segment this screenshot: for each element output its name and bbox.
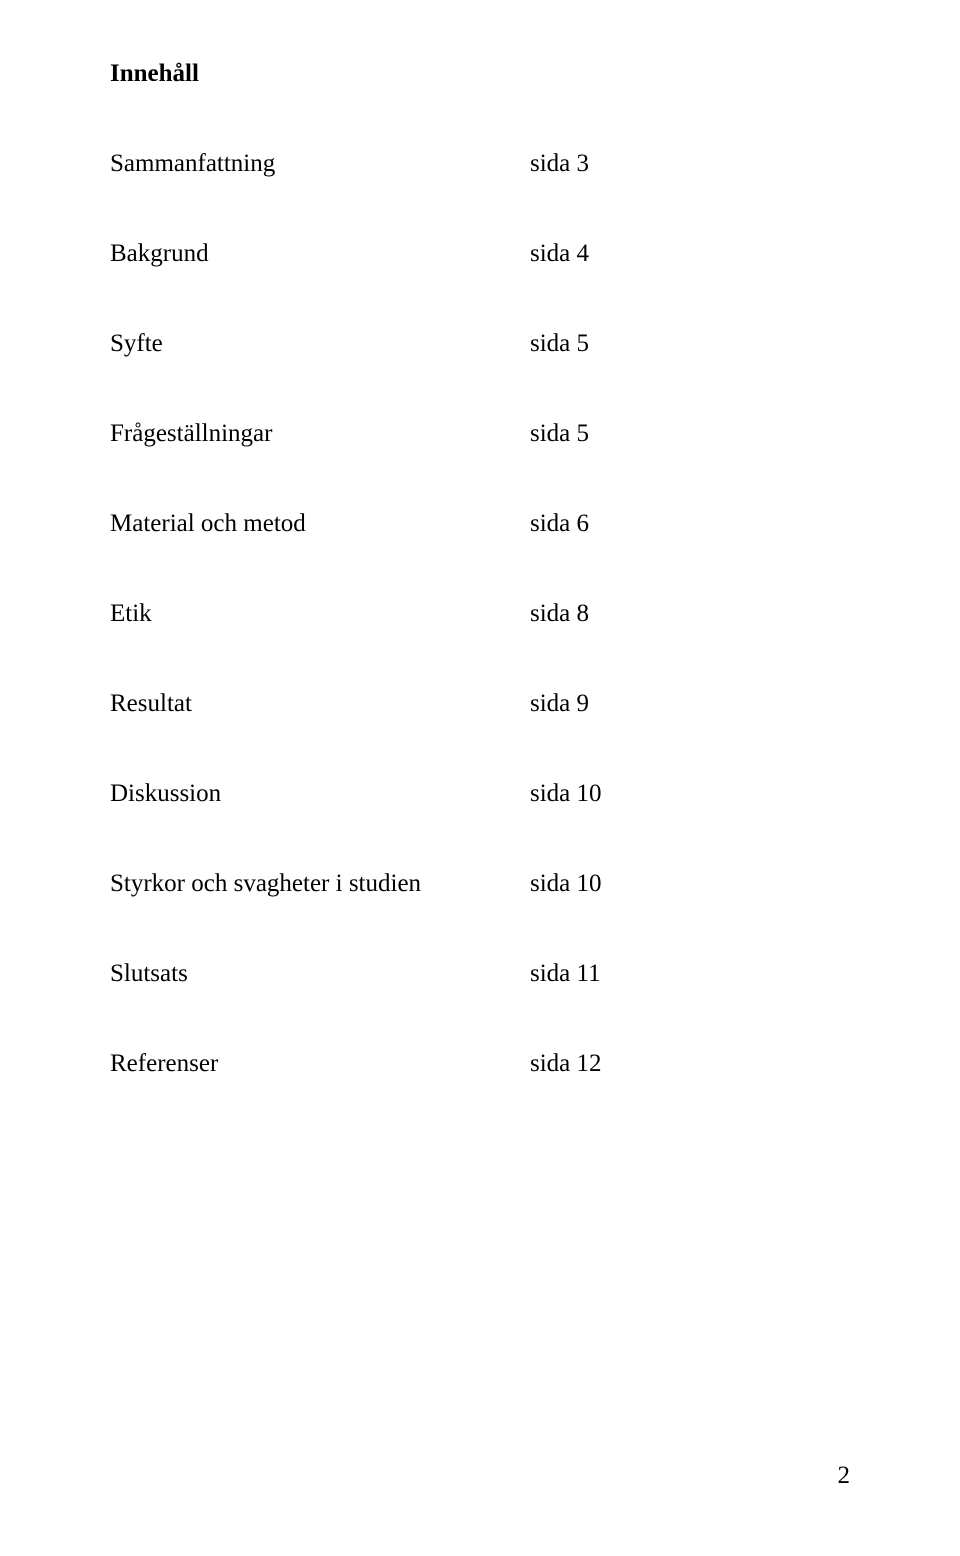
toc-row: Styrkor och svagheter i studien sida 10	[110, 870, 850, 898]
document-page: Innehåll Sammanfattning sida 3 Bakgrund …	[0, 0, 960, 1556]
page-number: 2	[838, 1462, 851, 1490]
toc-page: sida 10	[530, 870, 602, 898]
toc-row: Sammanfattning sida 3	[110, 150, 850, 178]
toc-page: sida 4	[530, 240, 589, 268]
toc-row: Syfte sida 5	[110, 330, 850, 358]
toc-label: Sammanfattning	[110, 150, 530, 178]
toc-label: Referenser	[110, 1050, 530, 1078]
toc-page: sida 5	[530, 420, 589, 448]
toc-page: sida 6	[530, 510, 589, 538]
toc-row: Material och metod sida 6	[110, 510, 850, 538]
toc-row: Resultat sida 9	[110, 690, 850, 718]
toc-page: sida 8	[530, 600, 589, 628]
toc-page: sida 12	[530, 1050, 602, 1078]
toc-label: Etik	[110, 600, 530, 628]
toc-row: Bakgrund sida 4	[110, 240, 850, 268]
toc-row: Diskussion sida 10	[110, 780, 850, 808]
toc-row: Slutsats sida 11	[110, 960, 850, 988]
toc-page: sida 3	[530, 150, 589, 178]
toc-page: sida 10	[530, 780, 602, 808]
toc-title: Innehåll	[110, 60, 850, 88]
toc-label: Diskussion	[110, 780, 530, 808]
toc-page: sida 9	[530, 690, 589, 718]
toc-label: Frågeställningar	[110, 420, 530, 448]
toc-label: Resultat	[110, 690, 530, 718]
toc-label: Slutsats	[110, 960, 530, 988]
toc-label: Styrkor och svagheter i studien	[110, 870, 530, 898]
toc-label: Material och metod	[110, 510, 530, 538]
toc-row: Etik sida 8	[110, 600, 850, 628]
toc-page: sida 11	[530, 960, 601, 988]
toc-row: Referenser sida 12	[110, 1050, 850, 1078]
toc-label: Syfte	[110, 330, 530, 358]
toc-row: Frågeställningar sida 5	[110, 420, 850, 448]
toc-page: sida 5	[530, 330, 589, 358]
toc-label: Bakgrund	[110, 240, 530, 268]
